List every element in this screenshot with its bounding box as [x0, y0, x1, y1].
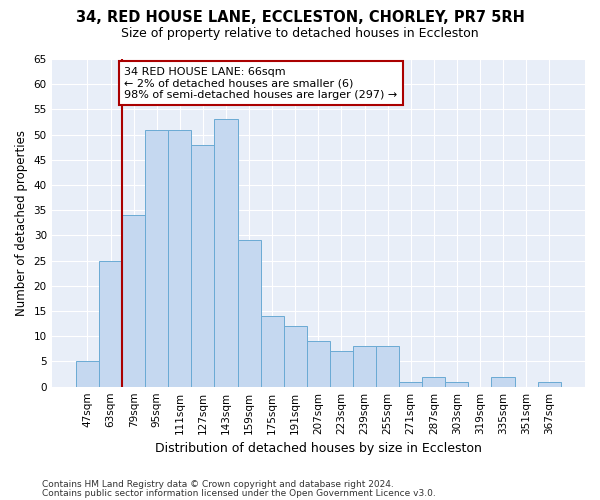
Bar: [445, 382, 469, 386]
Bar: [191, 144, 214, 386]
Text: Size of property relative to detached houses in Eccleston: Size of property relative to detached ho…: [121, 28, 479, 40]
Bar: [145, 130, 168, 386]
Bar: [353, 346, 376, 387]
X-axis label: Distribution of detached houses by size in Eccleston: Distribution of detached houses by size …: [155, 442, 482, 455]
Bar: [376, 346, 399, 387]
Bar: [284, 326, 307, 386]
Bar: [422, 376, 445, 386]
Bar: [330, 352, 353, 386]
Text: 34 RED HOUSE LANE: 66sqm
← 2% of detached houses are smaller (6)
98% of semi-det: 34 RED HOUSE LANE: 66sqm ← 2% of detache…: [124, 66, 398, 100]
Bar: [491, 376, 515, 386]
Y-axis label: Number of detached properties: Number of detached properties: [15, 130, 28, 316]
Bar: [399, 382, 422, 386]
Bar: [122, 216, 145, 386]
Text: 34, RED HOUSE LANE, ECCLESTON, CHORLEY, PR7 5RH: 34, RED HOUSE LANE, ECCLESTON, CHORLEY, …: [76, 10, 524, 25]
Bar: [168, 130, 191, 386]
Text: Contains HM Land Registry data © Crown copyright and database right 2024.: Contains HM Land Registry data © Crown c…: [42, 480, 394, 489]
Bar: [307, 342, 330, 386]
Bar: [76, 362, 99, 386]
Bar: [238, 240, 260, 386]
Bar: [214, 120, 238, 386]
Bar: [260, 316, 284, 386]
Bar: [99, 260, 122, 386]
Text: Contains public sector information licensed under the Open Government Licence v3: Contains public sector information licen…: [42, 490, 436, 498]
Bar: [538, 382, 561, 386]
